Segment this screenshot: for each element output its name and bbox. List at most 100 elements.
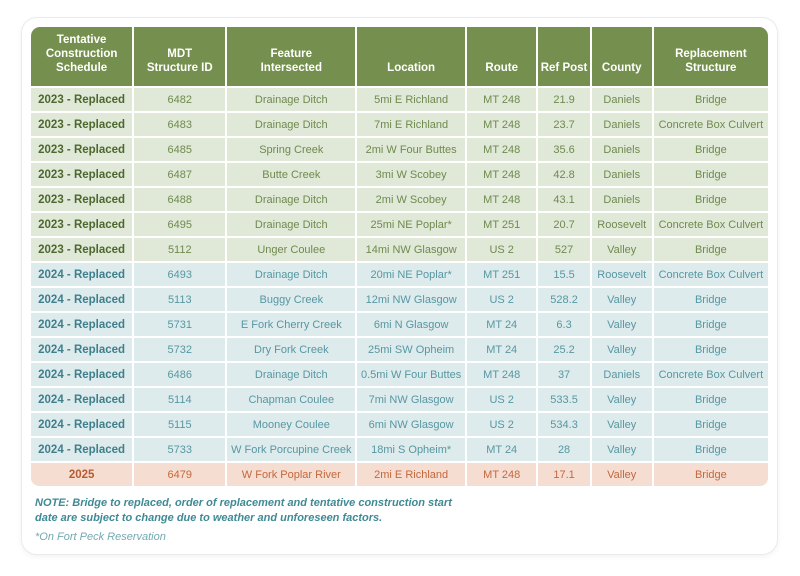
column-header-route: Route [467,27,537,86]
cell-replacement: Bridge [653,438,768,461]
cell-structure_id: 5112 [134,238,226,261]
column-header-county: County [591,27,652,86]
cell-county: Daniels [591,163,652,186]
cell-feature: Buggy Creek [227,288,356,311]
cell-county: Daniels [591,363,652,386]
cell-replacement: Bridge [653,138,768,161]
schedule-note: NOTE: Bridge to replaced, order of repla… [35,497,452,525]
column-header-location: Location [357,27,465,86]
cell-feature: Butte Creek [227,163,356,186]
cell-feature: Drainage Ditch [227,363,356,386]
cell-route: MT 248 [467,363,537,386]
cell-feature: Mooney Coulee [227,413,356,436]
cell-structure_id: 6486 [134,363,226,386]
cell-location: 5mi E Richland [357,88,465,111]
cell-structure_id: 6485 [134,138,226,161]
cell-ref_post: 6.3 [538,313,590,336]
cell-ref_post: 534.3 [538,413,590,436]
cell-ref_post: 37 [538,363,590,386]
cell-feature: Drainage Ditch [227,188,356,211]
cell-route: US 2 [467,288,537,311]
cell-schedule: 2023 - Replaced [31,163,133,186]
cell-location: 25mi NE Poplar* [357,213,465,236]
header-row: Tentative Construction Schedule MDT Stru… [31,27,768,86]
cell-replacement: Bridge [653,288,768,311]
cell-replacement: Bridge [653,313,768,336]
cell-location: 0.5mi W Four Buttes [357,363,465,386]
cell-county: Valley [591,463,652,486]
cell-replacement: Bridge [653,388,768,411]
cell-schedule: 2023 - Replaced [31,213,133,236]
table-row: 2024 - Replaced 5733 W Fork Porcupine Cree… [31,438,768,461]
cell-county: Daniels [591,188,652,211]
cell-location: 3mi W Scobey [357,163,465,186]
table-row: 2023 - Replaced 5112 Unger Coulee 14mi NW G… [31,238,768,261]
cell-route: MT 248 [467,163,537,186]
cell-route: US 2 [467,388,537,411]
cell-schedule: 2023 - Replaced [31,88,133,111]
cell-ref_post: 28 [538,438,590,461]
cell-feature: W Fork Poplar River [227,463,356,486]
table-row: 2023 - Replaced 6495 Drainage Ditch 25mi NE… [31,213,768,236]
cell-replacement: Bridge [653,88,768,111]
cell-structure_id: 5113 [134,288,226,311]
table-row: 2024 - Replaced 5113 Buggy Creek 12mi NW Gl… [31,288,768,311]
cell-route: MT 24 [467,313,537,336]
cell-structure_id: 6488 [134,188,226,211]
cell-county: Daniels [591,113,652,136]
cell-structure_id: 5732 [134,338,226,361]
cell-ref_post: 21.9 [538,88,590,111]
cell-route: US 2 [467,413,537,436]
cell-ref_post: 527 [538,238,590,261]
table-row: 2024 - Replaced 5731 E Fork Cherry Creek 6m… [31,313,768,336]
cell-replacement: Bridge [653,163,768,186]
cell-location: 14mi NW Glasgow [357,238,465,261]
cell-location: 18mi S Opheim* [357,438,465,461]
cell-structure_id: 5114 [134,388,226,411]
cell-county: Valley [591,438,652,461]
cell-schedule: 2024 - Replaced [31,338,133,361]
table-row: 2024 - Replaced 6493 Drainage Ditch 20mi NE… [31,263,768,286]
cell-replacement: Bridge [653,463,768,486]
table-row: 2023 - Replaced 6482 Drainage Ditch 5mi E R… [31,88,768,111]
cell-route: MT 248 [467,188,537,211]
cell-ref_post: 35.6 [538,138,590,161]
cell-schedule: 2023 - Replaced [31,138,133,161]
cell-county: Valley [591,313,652,336]
cell-feature: Drainage Ditch [227,113,356,136]
cell-location: 7mi NW Glasgow [357,388,465,411]
cell-location: 25mi SW Opheim [357,338,465,361]
cell-structure_id: 6493 [134,263,226,286]
cell-county: Valley [591,238,652,261]
cell-structure_id: 6479 [134,463,226,486]
table-row: 2024 - Replaced 5115 Mooney Coulee 6mi NW G… [31,413,768,436]
cell-location: 2mi W Four Buttes [357,138,465,161]
cell-structure_id: 5731 [134,313,226,336]
cell-route: MT 248 [467,138,537,161]
cell-ref_post: 42.8 [538,163,590,186]
table-header: Tentative Construction Schedule MDT Stru… [31,27,768,86]
cell-county: Valley [591,338,652,361]
cell-replacement: Concrete Box Culvert [653,113,768,136]
cell-route: MT 251 [467,213,537,236]
cell-ref_post: 25.2 [538,338,590,361]
table-row: 2023 - Replaced 6485 Spring Creek 2mi W Fou… [31,138,768,161]
cell-schedule: 2024 - Replaced [31,288,133,311]
cell-feature: Spring Creek [227,138,356,161]
cell-feature: Drainage Ditch [227,88,356,111]
cell-replacement: Concrete Box Culvert [653,213,768,236]
cell-schedule: 2024 - Replaced [31,263,133,286]
cell-ref_post: 17.1 [538,463,590,486]
cell-ref_post: 20.7 [538,213,590,236]
construction-schedule-table: Tentative Construction Schedule MDT Stru… [29,25,770,488]
cell-route: MT 248 [467,463,537,486]
column-header-mdt-structure-id: MDT Structure ID [134,27,226,86]
cell-replacement: Bridge [653,238,768,261]
cell-location: 6mi N Glasgow [357,313,465,336]
cell-county: Daniels [591,138,652,161]
cell-schedule: 2024 - Replaced [31,388,133,411]
column-header-ref-post: Ref Post [538,27,590,86]
cell-location: 2mi E Richland [357,463,465,486]
cell-schedule: 2024 - Replaced [31,438,133,461]
cell-replacement: Concrete Box Culvert [653,263,768,286]
